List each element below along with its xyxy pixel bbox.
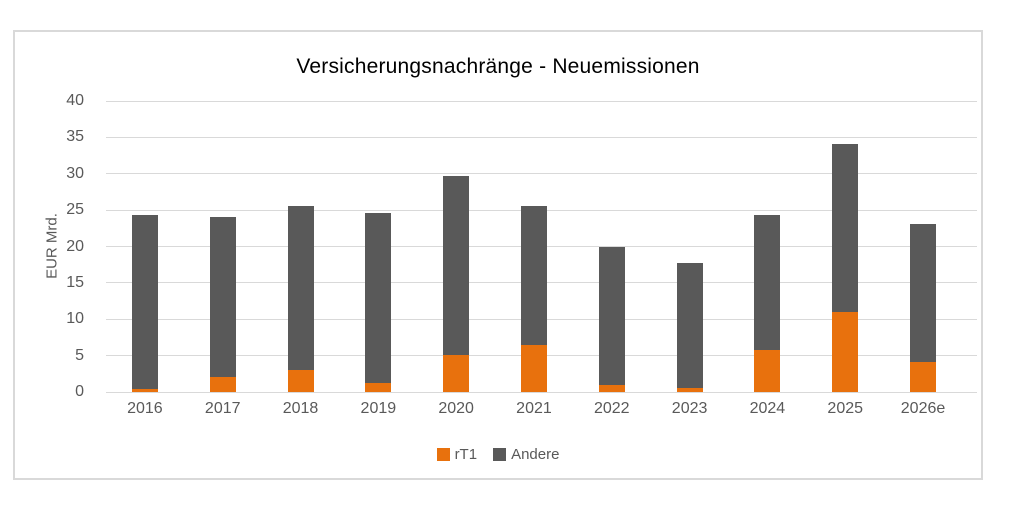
bar-segment-Andere-2020 — [443, 175, 470, 355]
x-tick-label-2026e: 2026e — [900, 400, 946, 417]
chart-title: Versicherungsnachränge - Neuemissionen — [296, 55, 700, 78]
bar-segment-rT1-2018 — [287, 370, 314, 392]
x-tick-label-2020: 2020 — [438, 400, 474, 417]
stacked-bar-2026e — [910, 101, 937, 392]
y-axis-ticks: 0 5 10 15 20 25 30 35 40 — [15, 93, 100, 400]
chart-frame: Versicherungsnachränge - Neuemissionen E… — [13, 30, 983, 480]
bar-slot-2021 — [495, 101, 573, 392]
bar-segment-Andere-2016 — [131, 214, 158, 390]
y-tick-label-0: 0 — [75, 383, 84, 400]
x-tick-label-2016: 2016 — [127, 400, 163, 417]
y-tick-label-30: 30 — [66, 164, 84, 182]
legend-label-andere: Andere — [511, 446, 560, 463]
bar-segment-Andere-2026e — [910, 223, 937, 363]
gridline-30 — [106, 173, 977, 175]
bar-segment-Andere-2019 — [365, 213, 392, 383]
bar-segment-rT1-2019 — [365, 382, 392, 392]
y-tick-label-10: 10 — [66, 310, 84, 328]
stacked-bar-2017 — [209, 101, 236, 392]
legend-item-rt1: rT1 — [436, 446, 478, 463]
legend-swatch-rt1-icon — [436, 448, 450, 461]
bar-segment-rT1-2020 — [443, 354, 470, 392]
bar-segment-Andere-2021 — [520, 205, 547, 345]
x-tick-label-2018: 2018 — [282, 400, 319, 417]
x-tick-label-2023: 2023 — [671, 400, 708, 417]
bar-slot-2016 — [106, 101, 184, 392]
bar-segment-Andere-2022 — [598, 247, 625, 385]
bar-segment-rT1-2022 — [598, 384, 625, 392]
bar-slot-2017 — [184, 101, 262, 392]
bar-slot-2022 — [573, 101, 651, 392]
bar-segment-Andere-2018 — [287, 205, 314, 371]
bar-slot-2018 — [262, 101, 340, 392]
x-tick-label-2022: 2022 — [593, 400, 630, 417]
bar-segment-rT1-2024 — [754, 349, 781, 392]
bar-slot-2023 — [651, 101, 729, 392]
bar-segment-Andere-2023 — [676, 262, 703, 388]
stacked-bar-2022 — [598, 101, 625, 392]
x-axis-labels: 2016 2017 2018 2019 2020 2021 2022 2023 2024 2025… — [106, 400, 962, 418]
y-tick-label-5: 5 — [75, 346, 84, 364]
stacked-bar-2021 — [520, 101, 547, 392]
bar-slot-2025 — [806, 101, 884, 392]
bar-segment-rT1-2026e — [910, 362, 937, 392]
bar-segment-rT1-2021 — [520, 344, 547, 392]
x-tick-label-2025: 2025 — [827, 400, 864, 417]
y-tick-label-15: 15 — [66, 273, 84, 291]
x-tick-label-2021: 2021 — [516, 400, 552, 417]
bars-row — [106, 101, 962, 392]
bar-segment-rT1-2023 — [676, 387, 703, 392]
bar-slot-2020 — [417, 101, 495, 392]
bar-slot-2019 — [339, 101, 417, 392]
legend-label-rt1: rT1 — [454, 446, 478, 463]
x-tick-label-2017: 2017 — [204, 400, 241, 417]
bar-slot-2026e — [884, 101, 962, 392]
plot-area — [106, 100, 977, 393]
stacked-bar-2024 — [754, 101, 781, 392]
stacked-bar-2023 — [676, 101, 703, 392]
stacked-bar-2020 — [443, 101, 470, 392]
bar-slot-2024 — [729, 101, 807, 392]
gridline-0 — [106, 391, 977, 393]
x-tick-label-2024: 2024 — [749, 400, 786, 417]
stacked-bar-2018 — [287, 101, 314, 392]
legend-item-andere: Andere — [493, 446, 559, 463]
legend-swatch-andere-icon — [493, 448, 507, 461]
bar-segment-Andere-2025 — [832, 143, 859, 312]
bar-segment-rT1-2025 — [832, 311, 859, 392]
bar-segment-rT1-2017 — [209, 377, 236, 392]
gridline-35 — [106, 136, 977, 138]
stacked-bar-2016 — [131, 101, 158, 392]
stacked-bar-2019 — [365, 101, 392, 392]
y-tick-label-25: 25 — [66, 201, 84, 219]
y-tick-label-20: 20 — [66, 237, 84, 255]
x-tick-label-2019: 2019 — [360, 400, 397, 417]
y-tick-label-35: 35 — [66, 128, 84, 146]
y-tick-label-40: 40 — [66, 92, 84, 109]
bar-segment-Andere-2024 — [754, 215, 781, 350]
gridline-40 — [106, 100, 977, 102]
stacked-bar-2025 — [832, 101, 859, 392]
legend: rT1 Andere — [15, 446, 981, 463]
bar-segment-rT1-2016 — [131, 389, 158, 392]
bar-segment-Andere-2017 — [209, 217, 236, 378]
